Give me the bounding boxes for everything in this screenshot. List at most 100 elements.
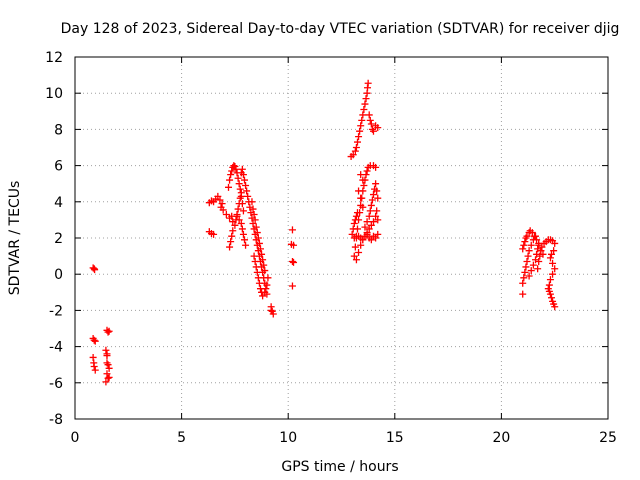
data-point xyxy=(102,346,110,354)
data-point xyxy=(352,256,360,264)
data-point xyxy=(256,245,264,253)
data-point xyxy=(104,328,112,336)
data-point xyxy=(252,263,260,271)
data-point xyxy=(373,187,381,195)
data-point xyxy=(243,187,251,195)
data-point xyxy=(236,185,244,193)
data-point xyxy=(263,281,271,289)
data-point xyxy=(251,258,259,266)
x-tick-label: 10 xyxy=(279,430,297,446)
data-point xyxy=(363,218,371,226)
data-point xyxy=(373,207,381,215)
data-point xyxy=(351,147,359,155)
data-point xyxy=(357,241,365,249)
data-point xyxy=(267,306,275,314)
data-point xyxy=(103,370,111,378)
data-point xyxy=(290,258,298,266)
x-tick-label: 0 xyxy=(71,430,80,446)
data-point xyxy=(520,241,528,249)
data-point xyxy=(252,223,260,231)
data-point xyxy=(239,171,247,179)
data-point xyxy=(359,236,367,244)
data-point xyxy=(357,194,365,202)
data-point xyxy=(251,216,259,224)
data-point xyxy=(360,182,368,190)
data-point xyxy=(254,234,262,242)
data-point xyxy=(519,290,527,298)
data-point xyxy=(352,212,360,220)
data-point xyxy=(102,378,110,386)
data-point xyxy=(105,373,113,381)
data-point xyxy=(104,374,112,382)
data-point xyxy=(91,337,99,345)
data-point xyxy=(250,252,258,260)
data-point xyxy=(238,225,246,233)
data-point xyxy=(233,212,241,220)
data-point xyxy=(237,189,245,197)
data-point xyxy=(527,241,535,249)
data-point xyxy=(363,167,371,175)
data-point xyxy=(528,229,536,237)
data-point xyxy=(365,212,373,220)
data-point xyxy=(357,122,365,130)
data-point xyxy=(546,254,554,262)
data-point xyxy=(529,261,537,269)
data-point xyxy=(349,225,357,233)
data-point xyxy=(549,270,557,278)
data-point xyxy=(545,281,553,289)
data-point xyxy=(105,327,113,335)
data-point xyxy=(548,294,556,302)
grid-lines xyxy=(75,57,608,419)
data-point xyxy=(525,272,533,280)
y-tick-label: -6 xyxy=(49,376,63,392)
data-point xyxy=(228,167,236,175)
data-point xyxy=(359,203,367,211)
data-point xyxy=(238,165,246,173)
data-points xyxy=(89,79,559,386)
data-point xyxy=(214,192,222,200)
data-point xyxy=(522,263,530,271)
data-point xyxy=(550,247,558,255)
data-point xyxy=(239,207,247,215)
data-point xyxy=(532,256,540,264)
data-point xyxy=(359,111,367,119)
data-point xyxy=(249,205,257,213)
data-point xyxy=(372,180,380,188)
data-point xyxy=(256,285,264,293)
data-point xyxy=(364,79,372,87)
data-point xyxy=(240,176,248,184)
data-point xyxy=(230,162,238,170)
data-point xyxy=(350,252,358,260)
data-point xyxy=(365,225,373,233)
data-point xyxy=(369,127,377,135)
x-tick-label: 20 xyxy=(492,430,510,446)
x-tick-labels: 0 5 10 15 20 25 xyxy=(71,430,617,446)
data-point xyxy=(374,216,382,224)
data-point xyxy=(91,266,99,274)
data-point xyxy=(242,241,250,249)
data-point xyxy=(551,303,559,311)
data-point xyxy=(349,151,357,159)
data-point xyxy=(353,209,361,217)
data-point xyxy=(551,239,559,247)
data-point xyxy=(367,120,375,128)
data-point xyxy=(253,229,261,237)
data-point xyxy=(533,236,541,244)
data-point xyxy=(264,274,272,282)
data-point xyxy=(530,232,538,240)
data-point xyxy=(259,292,267,300)
data-point xyxy=(546,290,554,298)
data-point xyxy=(242,182,250,190)
data-point xyxy=(260,261,268,269)
data-point xyxy=(288,258,296,266)
data-point xyxy=(521,238,529,246)
data-point xyxy=(231,221,239,229)
data-point xyxy=(229,227,237,235)
data-point xyxy=(240,236,248,244)
data-point xyxy=(548,250,556,258)
data-point xyxy=(361,100,369,108)
data-point xyxy=(519,279,527,287)
y-tick-label: 4 xyxy=(54,195,63,211)
data-point xyxy=(219,206,227,214)
